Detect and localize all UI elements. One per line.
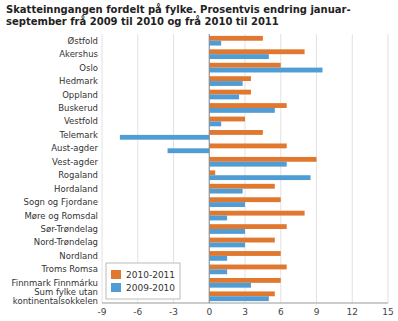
bar [209, 49, 304, 54]
bar [168, 148, 210, 153]
bar [209, 224, 286, 229]
bar [120, 135, 209, 140]
grid [102, 34, 388, 303]
bars [120, 36, 323, 301]
chart: Skatteinngangen fordelt på fylke. Prosen… [0, 0, 398, 321]
bar [209, 90, 251, 95]
bar [209, 117, 245, 122]
category-label: Oslo [79, 63, 98, 73]
bar [209, 143, 286, 148]
category-label: Sogn og Fjordane [24, 197, 98, 207]
bar [209, 170, 215, 175]
grid-line [352, 34, 353, 303]
category-label: Sum fylke utankontinentalsokkelen [13, 287, 98, 306]
bar [209, 36, 263, 41]
bar [209, 157, 316, 162]
tick-label: 15 [382, 307, 393, 317]
bar [209, 41, 221, 46]
category-label: Østfold [68, 36, 98, 46]
bar [209, 202, 245, 207]
bar [209, 108, 275, 113]
grid-line [316, 34, 317, 303]
grid-line [245, 34, 246, 303]
bar [209, 278, 281, 283]
category-label: Nordland [59, 251, 98, 261]
grid-line [388, 34, 389, 303]
category-label: Sør-Trøndelag [41, 224, 98, 234]
category-label: Buskerud [58, 103, 98, 113]
legend-label: 2009-2010 [126, 283, 175, 293]
grid-line [209, 34, 210, 303]
bar [209, 197, 281, 202]
grid-line [102, 34, 103, 303]
category-label: Telemark [59, 130, 99, 140]
bar [209, 184, 275, 189]
bar [209, 265, 286, 270]
legend-label: 2010-2011 [126, 270, 175, 280]
bar [209, 291, 275, 296]
tick-label: 9 [314, 307, 320, 317]
bar [209, 130, 263, 135]
grid-line [280, 34, 281, 303]
legend-swatch [111, 283, 121, 292]
tick-label: 3 [242, 307, 248, 317]
legend-swatch [111, 270, 121, 279]
zero-line [209, 34, 210, 303]
bar [209, 81, 242, 86]
bar [209, 251, 281, 256]
bar [209, 269, 227, 274]
legend: 2010-2011 2009-2010 [106, 263, 180, 299]
tick-label: 6 [278, 307, 284, 317]
category-label: Nord-Trøndelag [34, 237, 98, 247]
legend-frame [106, 263, 180, 299]
category-label: Møre og Romsdal [25, 211, 98, 221]
bar [209, 189, 242, 194]
bar [209, 95, 239, 100]
category-label: Hordaland [54, 184, 98, 194]
bar [209, 242, 245, 247]
bar [209, 296, 269, 301]
category-label: Oppland [62, 90, 98, 100]
bar [209, 211, 304, 216]
bar [209, 238, 275, 243]
bar [209, 103, 286, 108]
x-axis-line [102, 303, 388, 304]
bar [209, 229, 245, 234]
tick-label: -3 [169, 307, 178, 317]
bar [209, 162, 286, 167]
category-label: Aust-agder [51, 143, 98, 153]
bar [209, 283, 251, 288]
tick-label: 12 [347, 307, 358, 317]
bar [209, 121, 221, 126]
title: Skatteinngangen fordelt på fylke. Prosen… [6, 3, 351, 27]
bar [209, 68, 322, 73]
category-label: Vest-agder [52, 157, 98, 167]
bar [209, 216, 227, 221]
bar [209, 76, 251, 81]
bar [209, 256, 227, 261]
bar [209, 63, 281, 68]
category-label: Rogaland [58, 170, 98, 180]
category-label: Vestfold [64, 116, 98, 126]
tick-label: 0 [206, 307, 212, 317]
bar [209, 54, 269, 59]
category-label: Hedmark [59, 76, 98, 86]
category-label: Troms Romsa [40, 264, 98, 274]
tick-label: -9 [98, 307, 107, 317]
tick-label: -6 [133, 307, 142, 317]
bar [209, 175, 310, 180]
category-label: Akershus [59, 49, 98, 59]
